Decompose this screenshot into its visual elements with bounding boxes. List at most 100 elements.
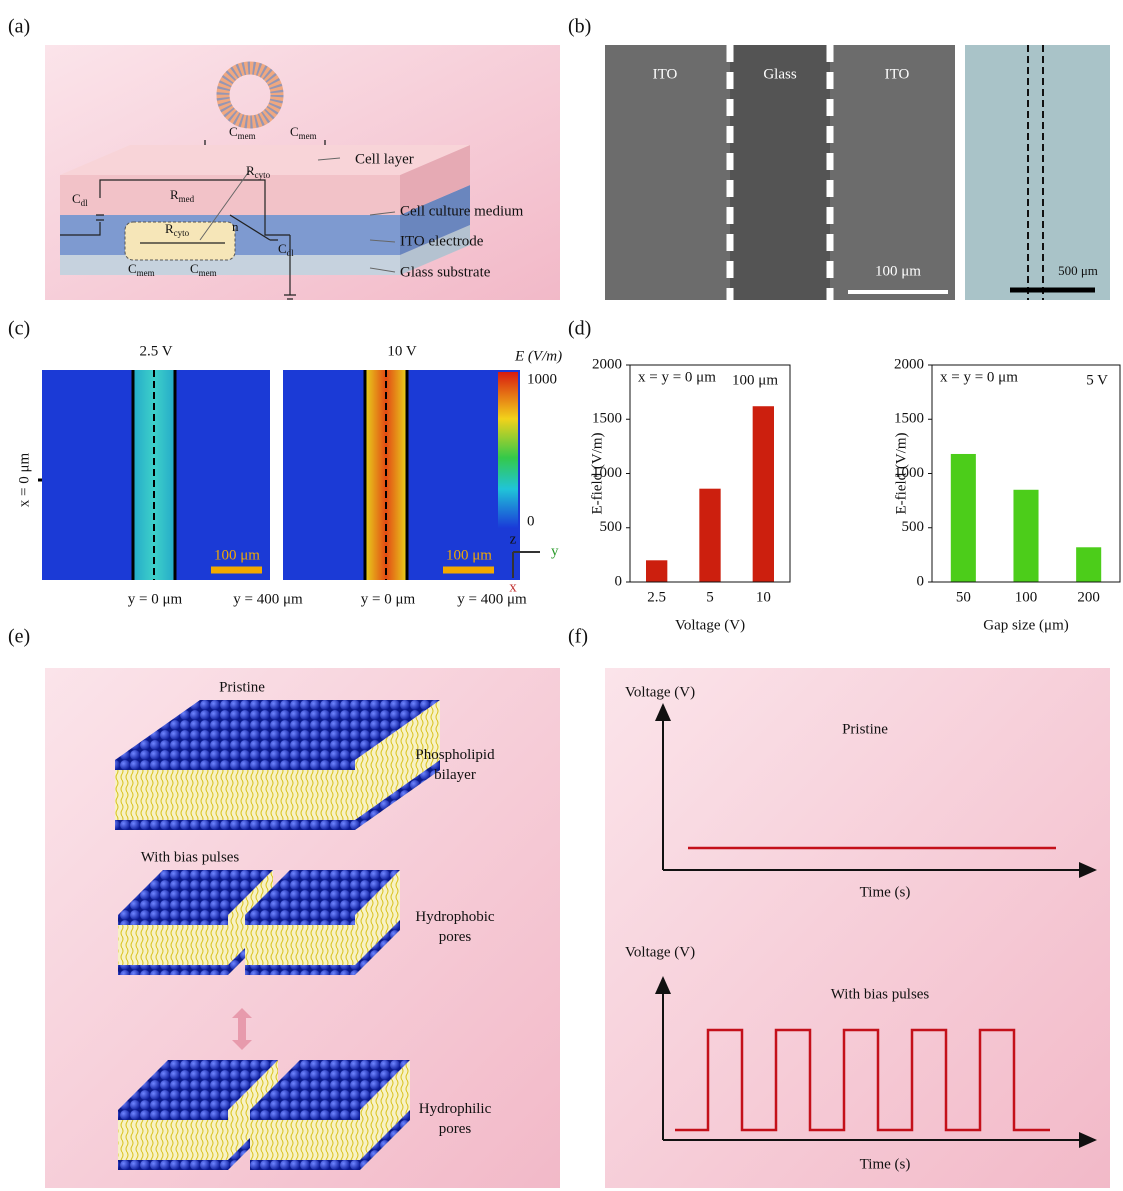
scale-label: 500 μm xyxy=(1058,263,1098,278)
x-tick-label: 50 xyxy=(956,589,971,605)
y-position-label: y = 0 μm xyxy=(128,591,183,607)
annotation: 5 V xyxy=(1086,372,1108,388)
y-tick-label: 1500 xyxy=(592,411,622,427)
scale-label: 100 μm xyxy=(875,263,921,279)
subscript: dl xyxy=(81,198,89,208)
symbol: C xyxy=(72,191,81,206)
subscript: cyto xyxy=(174,228,190,238)
line: bilayer xyxy=(434,767,476,783)
bar xyxy=(951,454,976,582)
symbol: C xyxy=(128,261,137,276)
symbol: R xyxy=(165,221,174,236)
optical-image xyxy=(965,45,1110,300)
subscript: dl xyxy=(287,248,295,258)
layer-label: Glass substrate xyxy=(400,264,491,280)
plot-title: Pristine xyxy=(842,721,888,737)
head-row xyxy=(115,820,355,830)
bar xyxy=(646,560,667,582)
y-tick-label: 2000 xyxy=(894,356,924,372)
repeat-count: n xyxy=(232,219,239,234)
x-axis-label: Voltage (V) xyxy=(675,617,745,633)
y-axis-label: E-field (V/m) xyxy=(893,432,909,514)
head-row xyxy=(245,965,355,975)
bar xyxy=(1076,547,1101,582)
panel-e: Pristine With bias pulses Phospholipid bi… xyxy=(45,668,560,1188)
bar xyxy=(699,489,720,582)
y-tick-label: 2000 xyxy=(592,356,622,372)
subscript: mem xyxy=(238,131,256,141)
head-row xyxy=(118,965,228,975)
y-axis-label: E-field (V/m) xyxy=(589,432,605,514)
map-title: 10 V xyxy=(387,343,416,359)
region-label: ITO xyxy=(885,66,910,82)
colorbar xyxy=(498,372,518,528)
panel-label: (b) xyxy=(568,16,591,38)
line: pores xyxy=(439,1121,472,1137)
membranes xyxy=(115,700,440,1170)
head-row xyxy=(115,760,355,770)
region-label: Glass xyxy=(763,66,796,82)
annotation: x = y = 0 μm xyxy=(638,369,716,385)
subscript: mem xyxy=(199,268,217,278)
state-label: With bias pulses xyxy=(141,849,240,865)
panel-b: ITO Glass ITO 100 μm 500 μm xyxy=(605,45,1110,300)
layer-label: ITO electrode xyxy=(400,233,484,249)
scale-label: 100 μm xyxy=(446,547,492,563)
bar xyxy=(1013,490,1038,582)
glass-gap xyxy=(730,45,830,300)
layer-label: Cell culture medium xyxy=(400,203,524,219)
tail-front xyxy=(115,760,355,830)
x-axis-label: Gap size (μm) xyxy=(983,617,1069,633)
symbol: C xyxy=(190,261,199,276)
axis-letter: x xyxy=(509,579,517,595)
subscript: mem xyxy=(137,268,155,278)
colorbar-tick: 0 xyxy=(527,513,535,529)
head-row xyxy=(250,1160,360,1170)
subscript: med xyxy=(179,194,195,204)
x-tick-label: 100 xyxy=(1015,589,1038,605)
line: Hydrophilic xyxy=(419,1101,492,1117)
annotation: 100 μm xyxy=(732,372,778,388)
subscript: mem xyxy=(299,131,317,141)
x-tick-label: 200 xyxy=(1077,589,1100,605)
y-position-label: y = 400 μm xyxy=(233,591,303,607)
head-row xyxy=(118,1110,228,1120)
panel-f: Voltage (V) Pristine Time (s) Voltage (V… xyxy=(605,668,1110,1188)
state-label: Pristine xyxy=(219,679,265,695)
symbol: R xyxy=(170,187,179,202)
y-tick-label: 500 xyxy=(600,519,623,535)
panel-label: (a) xyxy=(8,16,30,38)
plot-title: With bias pulses xyxy=(831,986,930,1002)
head-row xyxy=(118,1160,228,1170)
line: Hydrophobic xyxy=(415,909,494,925)
x-axis-label: Time (s) xyxy=(860,1156,911,1172)
layer-label: Cell layer xyxy=(355,151,414,167)
x-tick-label: 10 xyxy=(756,589,771,605)
y-tick-label: 500 xyxy=(902,519,925,535)
bar xyxy=(753,406,774,582)
line: Phospholipid xyxy=(415,747,495,763)
head-row xyxy=(250,1110,360,1120)
line: pores xyxy=(439,929,472,945)
y-tick-label: 1500 xyxy=(894,411,924,427)
panel-label: (e) xyxy=(8,626,30,648)
background xyxy=(605,668,1110,1188)
y-tick-label: 0 xyxy=(917,573,925,589)
symbol: C xyxy=(229,124,238,139)
subscript: cyto xyxy=(255,170,271,180)
panel-label: (c) xyxy=(8,318,30,340)
colorbar-title: E (V/m) xyxy=(514,348,562,364)
y-tick-label: 0 xyxy=(615,573,623,589)
annotation: x = y = 0 μm xyxy=(940,369,1018,385)
medium-layer xyxy=(60,175,400,215)
head-row xyxy=(245,915,355,925)
region-label: ITO xyxy=(653,66,678,82)
symbol: R xyxy=(246,163,255,178)
panel-label: (f) xyxy=(568,626,588,648)
y-position-label: y = 0 μm xyxy=(361,591,416,607)
panel-a: Cmem Cmem Rcyto Rmed Cdl Rcyto Cdl Cmem … xyxy=(45,45,560,300)
x-axis-label: Time (s) xyxy=(860,884,911,900)
